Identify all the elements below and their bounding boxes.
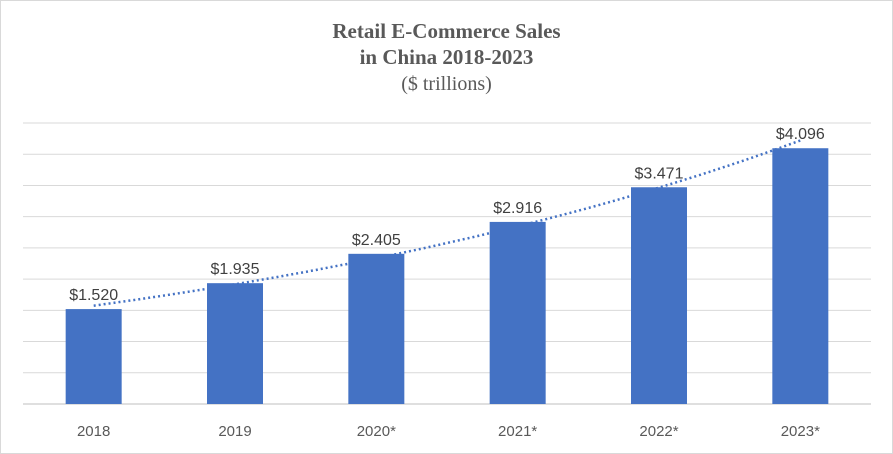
x-tick-label: 2018 [77, 423, 110, 440]
data-label: $4.096 [776, 126, 825, 143]
data-label: $2.916 [493, 200, 542, 217]
x-tick-label: 2021* [498, 423, 537, 440]
chart-title-line2: in China 2018-2023 [359, 45, 534, 69]
x-tick-label: 2020* [357, 423, 396, 440]
chart-title: Retail E-Commerce Sales [332, 19, 561, 43]
x-tick-label: 2022* [639, 423, 678, 440]
data-label: $3.471 [635, 165, 684, 182]
bar-2021* [489, 221, 546, 404]
x-tick-label: 2019 [218, 423, 251, 440]
bar-2020* [348, 253, 405, 404]
trendline [93, 139, 801, 307]
bar-2018 [65, 309, 122, 404]
bar-2022* [631, 187, 687, 404]
data-label: $2.405 [352, 232, 401, 249]
bar-2019 [207, 283, 263, 404]
chart-subtitle: ($ trillions) [401, 73, 492, 95]
data-label: $1.520 [69, 287, 118, 304]
data-label: $1.935 [211, 261, 260, 278]
bar-2023* [772, 148, 829, 404]
x-tick-label: 2023* [781, 423, 820, 440]
